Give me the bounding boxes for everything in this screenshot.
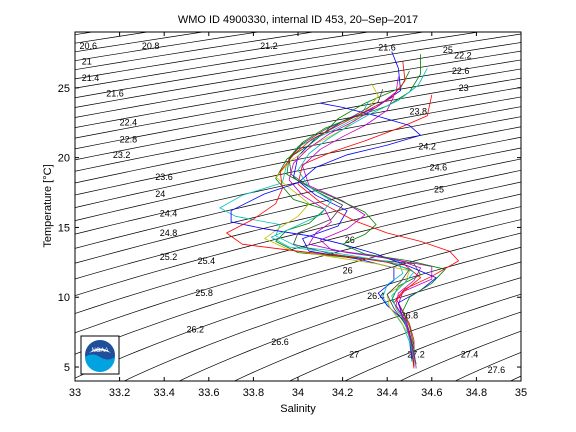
- density-contour-line: [75, 232, 521, 379]
- density-contour-line: [75, 158, 521, 264]
- x-tick-label: 34.4: [376, 387, 397, 399]
- x-tick-label: 34.8: [466, 387, 487, 399]
- density-contour-label: 20.6: [80, 41, 98, 51]
- chart-title: WMO ID 4900330, internal ID 453, 20–Sep–…: [178, 14, 418, 26]
- density-contour-label: 20.8: [142, 41, 160, 51]
- x-tick-label: 33.6: [198, 387, 219, 399]
- y-tick-label: 25: [58, 83, 70, 95]
- density-contour-label: 21: [82, 56, 92, 66]
- profile-line: [302, 96, 433, 369]
- y-tick-label: 10: [58, 292, 70, 304]
- density-contour-label: 22.4: [120, 118, 138, 128]
- density-contour-line: [75, 206, 521, 334]
- density-contour-labels: 20.6 20.8 21 21.2 21.4 21.6 21.6 22.4 22.8 23.2 23…: [80, 41, 506, 375]
- density-contour-label: 22.2: [454, 51, 472, 61]
- x-tick-label: 34.6: [421, 387, 442, 399]
- x-tick-label: 35: [515, 387, 527, 399]
- profile-line: [288, 76, 421, 356]
- y-axis-label: Temperature [°C]: [42, 164, 54, 247]
- density-contour-line: [399, 330, 521, 381]
- density-contour-line: [178, 261, 521, 381]
- density-contour-label: 22.6: [452, 66, 470, 76]
- density-contour-label: 23.6: [155, 172, 173, 182]
- density-contour-line: [75, 42, 521, 118]
- density-contour-label: 25.2: [160, 252, 178, 262]
- profile-line: [270, 68, 428, 361]
- noaa-logo: NOAA: [80, 335, 120, 375]
- density-contour-label: 23.8: [410, 107, 428, 117]
- density-contour-label: 25: [443, 45, 453, 55]
- density-contour-line: [75, 147, 521, 249]
- density-contour-label: 22.8: [120, 135, 138, 145]
- density-contour-label: 21.2: [260, 41, 278, 51]
- density-contour-line: [75, 50, 521, 128]
- density-contour-line: [75, 126, 521, 222]
- x-tick-label: 33.4: [153, 387, 174, 399]
- y-axis: 5 10 15 20 25: [58, 83, 521, 374]
- density-contour-label: 21.6: [378, 42, 396, 52]
- density-contour-line: [75, 219, 521, 355]
- density-contour-label: 21.4: [82, 73, 100, 83]
- profile-line: [297, 94, 459, 363]
- density-contour-label: 26.2: [187, 324, 205, 334]
- density-contour-label: 27: [349, 350, 359, 360]
- x-tick-label: 33: [69, 387, 81, 399]
- x-axis-label: Salinity: [280, 403, 316, 415]
- density-contour-label: 27.2: [407, 350, 425, 360]
- y-tick-label: 20: [58, 153, 70, 165]
- density-contour-label: 23: [459, 83, 469, 93]
- density-contour-line: [75, 77, 521, 161]
- noaa-logo-wave: [85, 354, 115, 372]
- density-contour-label: 25: [434, 185, 444, 195]
- plot-area: [75, 32, 521, 381]
- density-contour-line: [233, 277, 521, 381]
- y-tick-label: 15: [58, 222, 70, 234]
- density-contour-label: 25.8: [195, 288, 213, 298]
- noaa-logo-bird-icon: [89, 348, 111, 353]
- density-contour-label: 26: [345, 235, 355, 245]
- density-contour-label: 26.4: [367, 291, 385, 301]
- profile-line: [264, 83, 415, 359]
- x-axis: 33 33.2 33.4 33.6 33.8 34 34.2 34.4 34.6 34.8 35: [69, 32, 527, 399]
- x-tick-label: 33.8: [243, 387, 264, 399]
- density-contour-line: [75, 136, 521, 235]
- noaa-logo-text: NOAA: [91, 348, 108, 354]
- profile-line: [286, 54, 446, 366]
- density-contour-label: 21.6: [106, 88, 124, 98]
- density-contour-line: [123, 246, 521, 381]
- density-contour-line: [75, 169, 521, 280]
- x-tick-label: 34.2: [332, 387, 353, 399]
- density-contour-label: 25.4: [198, 256, 216, 266]
- density-contour-line: [75, 33, 521, 108]
- profile-lines: [219, 51, 459, 369]
- density-contour-label: 27.4: [461, 350, 479, 360]
- density-contour-label: 24: [155, 189, 165, 199]
- density-contour-label: 26.8: [401, 310, 419, 320]
- density-contour-line: [75, 68, 521, 150]
- density-contour-line: [75, 181, 521, 296]
- density-contour-label: 27.6: [488, 365, 506, 375]
- x-tick-label: 33.2: [109, 387, 130, 399]
- density-contour-label: 23.2: [113, 150, 131, 160]
- density-contour-line: [75, 32, 426, 89]
- density-contour-label: 24.6: [430, 162, 448, 172]
- density-contour-label: 24.2: [418, 142, 436, 152]
- density-contour-label: 24.4: [160, 209, 178, 219]
- density-contour-line: [75, 59, 521, 139]
- density-contour-line: [344, 311, 521, 381]
- profile-line: [288, 89, 415, 366]
- density-contour-line: [75, 193, 521, 314]
- density-contour-label: 24.8: [160, 228, 178, 238]
- density-contour-line: [75, 116, 521, 208]
- density-contour-label: 26: [343, 266, 353, 276]
- density-contour-label: 26.6: [271, 337, 289, 347]
- x-tick-label: 34: [292, 387, 304, 399]
- density-contour-line: [75, 32, 481, 99]
- y-tick-label: 5: [64, 362, 70, 374]
